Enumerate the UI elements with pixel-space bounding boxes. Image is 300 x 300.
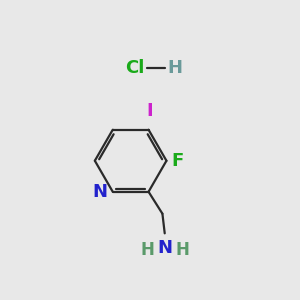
Text: F: F	[172, 152, 184, 170]
Text: H: H	[175, 242, 189, 260]
Text: N: N	[93, 183, 108, 201]
Text: I: I	[146, 103, 153, 121]
Text: Cl: Cl	[125, 59, 145, 77]
Text: H: H	[168, 59, 183, 77]
Text: H: H	[140, 242, 154, 260]
Text: N: N	[157, 239, 172, 257]
